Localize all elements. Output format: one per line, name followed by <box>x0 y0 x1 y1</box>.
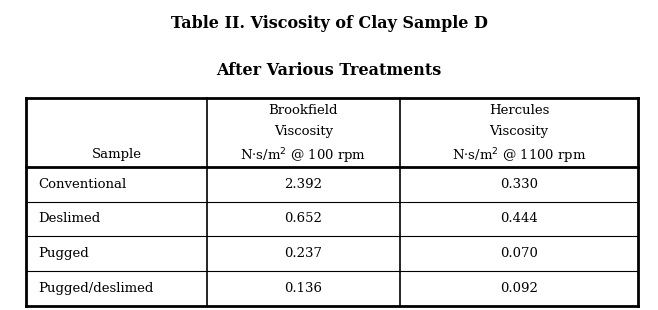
Text: 0.136: 0.136 <box>284 282 322 295</box>
Text: Pugged: Pugged <box>38 247 89 260</box>
Text: Sample: Sample <box>91 148 141 161</box>
Text: After Various Treatments: After Various Treatments <box>216 61 442 78</box>
Text: Brookfield: Brookfield <box>268 104 338 117</box>
Text: N$\cdot$s/m$^2$ @ 100 rpm: N$\cdot$s/m$^2$ @ 100 rpm <box>240 146 367 166</box>
Text: Viscosity: Viscosity <box>274 125 333 138</box>
Text: Viscosity: Viscosity <box>490 125 549 138</box>
Text: 0.237: 0.237 <box>284 247 322 260</box>
Text: Pugged/deslimed: Pugged/deslimed <box>38 282 153 295</box>
Text: 0.070: 0.070 <box>500 247 538 260</box>
Text: Hercules: Hercules <box>489 104 549 117</box>
Text: N$\cdot$s/m$^2$ @ 1100 rpm: N$\cdot$s/m$^2$ @ 1100 rpm <box>451 146 586 166</box>
Text: 0.330: 0.330 <box>500 178 538 191</box>
Text: 0.652: 0.652 <box>284 212 322 225</box>
Text: Conventional: Conventional <box>38 178 126 191</box>
Text: 0.092: 0.092 <box>500 282 538 295</box>
Text: 0.444: 0.444 <box>500 212 538 225</box>
Text: Table II. Viscosity of Clay Sample D: Table II. Viscosity of Clay Sample D <box>170 15 488 32</box>
Text: Deslimed: Deslimed <box>38 212 101 225</box>
Text: 2.392: 2.392 <box>284 178 322 191</box>
